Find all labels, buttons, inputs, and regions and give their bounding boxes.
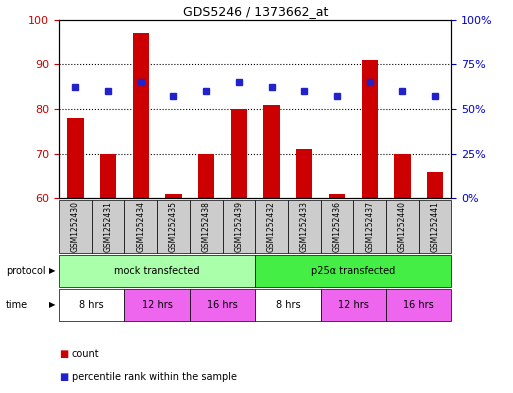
Text: percentile rank within the sample: percentile rank within the sample <box>72 372 237 382</box>
Text: 8 hrs: 8 hrs <box>275 300 300 310</box>
Bar <box>124 289 190 321</box>
Bar <box>362 60 378 198</box>
Bar <box>59 200 92 253</box>
Bar <box>157 200 190 253</box>
Text: 12 hrs: 12 hrs <box>142 300 172 310</box>
Text: GSM1252433: GSM1252433 <box>300 202 309 252</box>
Text: 16 hrs: 16 hrs <box>207 300 238 310</box>
Bar <box>92 200 125 253</box>
Bar <box>321 200 353 253</box>
Text: 12 hrs: 12 hrs <box>338 300 369 310</box>
Text: mock transfected: mock transfected <box>114 266 200 276</box>
Text: 16 hrs: 16 hrs <box>403 300 434 310</box>
Text: GSM1252432: GSM1252432 <box>267 202 276 252</box>
Text: count: count <box>72 349 100 359</box>
Bar <box>59 289 124 321</box>
Bar <box>255 200 288 253</box>
Bar <box>165 194 182 198</box>
Bar <box>223 200 255 253</box>
Title: GDS5246 / 1373662_at: GDS5246 / 1373662_at <box>183 6 328 18</box>
Bar <box>386 200 419 253</box>
Text: protocol: protocol <box>6 266 46 276</box>
Text: GSM1252439: GSM1252439 <box>234 202 243 252</box>
Bar <box>255 255 451 287</box>
Text: GSM1252437: GSM1252437 <box>365 202 374 252</box>
Text: ▶: ▶ <box>49 301 56 309</box>
Text: GSM1252431: GSM1252431 <box>104 202 112 252</box>
Text: 8 hrs: 8 hrs <box>80 300 104 310</box>
Bar <box>288 200 321 253</box>
Text: GSM1252435: GSM1252435 <box>169 202 178 252</box>
Bar <box>296 149 312 198</box>
Bar <box>329 194 345 198</box>
Text: GSM1252436: GSM1252436 <box>332 202 342 252</box>
Bar <box>124 200 157 253</box>
Bar <box>198 154 214 198</box>
Bar <box>353 200 386 253</box>
Bar <box>231 109 247 198</box>
Bar <box>190 200 223 253</box>
Text: time: time <box>6 300 28 310</box>
Bar <box>190 289 255 321</box>
Text: GSM1252440: GSM1252440 <box>398 202 407 252</box>
Text: ■: ■ <box>59 372 68 382</box>
Bar <box>321 289 386 321</box>
Bar <box>255 289 321 321</box>
Text: ▶: ▶ <box>49 266 56 275</box>
Text: p25α transfected: p25α transfected <box>311 266 396 276</box>
Text: ■: ■ <box>59 349 68 359</box>
Bar <box>132 33 149 198</box>
Bar <box>59 255 255 287</box>
Text: GSM1252441: GSM1252441 <box>430 202 440 252</box>
Text: GSM1252438: GSM1252438 <box>202 202 211 252</box>
Bar <box>386 289 451 321</box>
Bar <box>427 172 443 198</box>
Text: GSM1252434: GSM1252434 <box>136 202 145 252</box>
Bar <box>263 105 280 198</box>
Bar <box>100 154 116 198</box>
Text: GSM1252430: GSM1252430 <box>71 202 80 252</box>
Bar <box>394 154 410 198</box>
Bar <box>419 200 451 253</box>
Bar <box>67 118 84 198</box>
